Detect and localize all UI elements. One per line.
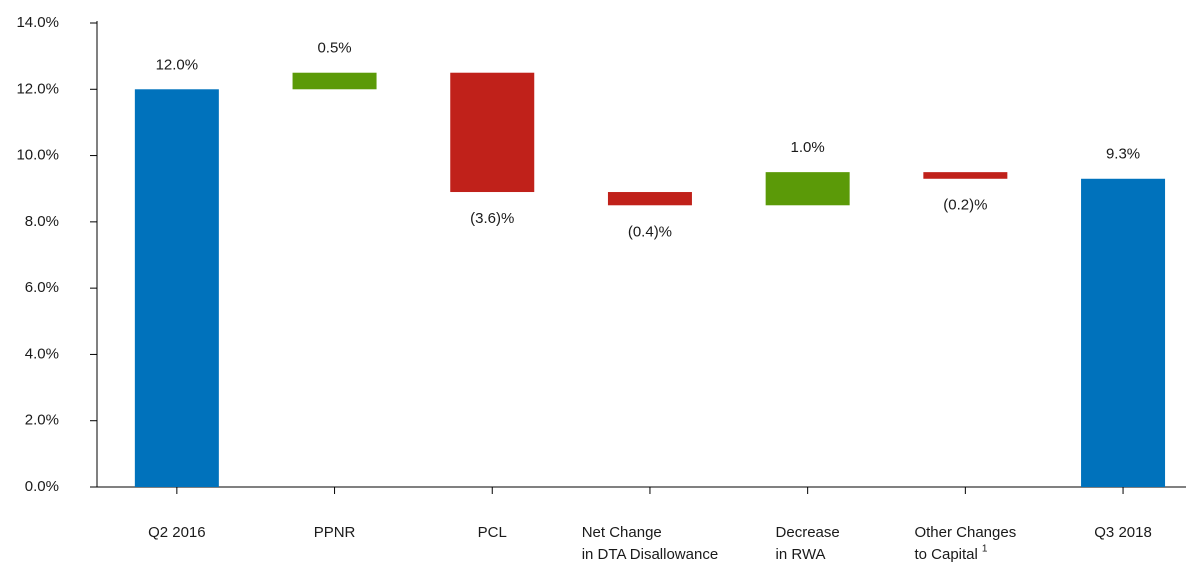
bar xyxy=(923,172,1008,179)
value-label: (0.2)% xyxy=(943,197,987,214)
bar xyxy=(607,192,692,206)
x-tick-label: Q3 2018 xyxy=(1094,524,1152,541)
value-label: 1.0% xyxy=(791,139,825,156)
x-tick-label: Decrease xyxy=(776,524,840,541)
x-tick-label: PCL xyxy=(478,524,507,541)
x-tick-label: in RWA xyxy=(776,546,826,563)
y-tick-label: 10.0% xyxy=(16,147,59,164)
bar xyxy=(1081,178,1166,487)
bar xyxy=(134,89,219,488)
value-label: 9.3% xyxy=(1106,146,1140,163)
x-tick-label: Other Changes xyxy=(914,524,1016,541)
y-tick-label: 8.0% xyxy=(25,213,59,230)
x-tick-label: in DTA Disallowance xyxy=(582,546,718,563)
y-tick-label: 6.0% xyxy=(25,279,59,296)
bar xyxy=(292,72,377,90)
y-tick-label: 0.0% xyxy=(25,478,59,495)
x-tick-label: Net Change xyxy=(582,524,662,541)
x-tick-label: PPNR xyxy=(314,524,356,541)
value-label: 12.0% xyxy=(156,56,199,73)
value-label: (0.4)% xyxy=(628,223,672,240)
x-tick-superscript: 1 xyxy=(982,544,988,555)
y-tick-label: 14.0% xyxy=(16,14,59,31)
y-tick-label: 12.0% xyxy=(16,80,59,97)
y-tick-label: 4.0% xyxy=(25,345,59,362)
x-tick-label: Q2 2016 xyxy=(148,524,206,541)
y-tick-label: 2.0% xyxy=(25,412,59,429)
value-label: (3.6)% xyxy=(470,210,514,227)
bar xyxy=(765,172,850,206)
bar xyxy=(450,72,535,193)
x-tick-label: to Capital xyxy=(914,546,977,563)
value-label: 0.5% xyxy=(317,40,351,57)
